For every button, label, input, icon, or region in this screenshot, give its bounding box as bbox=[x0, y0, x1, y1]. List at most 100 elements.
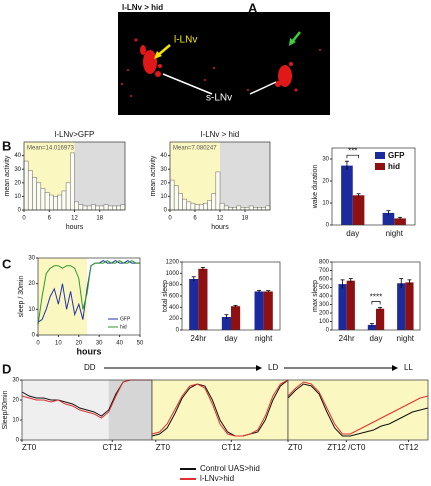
bar bbox=[169, 179, 175, 211]
significance-bracket bbox=[346, 154, 359, 159]
bar bbox=[86, 205, 92, 211]
bar bbox=[253, 207, 258, 211]
y-tick-label: 800 bbox=[169, 282, 180, 288]
micrograph: l-LNv > hid l-LNv s-LNv bbox=[118, 3, 330, 115]
x-tick-label: 40 bbox=[116, 341, 123, 347]
y-tick-label: 10 bbox=[14, 194, 21, 200]
shade bbox=[108, 380, 152, 440]
bar bbox=[221, 316, 231, 330]
shade bbox=[22, 380, 109, 440]
x-axis-label: hours bbox=[66, 224, 84, 231]
plot-frame bbox=[287, 379, 429, 441]
y-tick-label: 30 bbox=[28, 256, 35, 262]
x-tick-label: 10 bbox=[55, 341, 62, 347]
x-tick-label: 12 bbox=[71, 216, 78, 222]
bar bbox=[198, 204, 204, 211]
y-tick-label: 20 bbox=[160, 180, 167, 186]
x-tick-label: 0 bbox=[36, 341, 40, 347]
panel-label: B bbox=[2, 138, 11, 153]
x-axis-label: hours bbox=[211, 224, 229, 231]
x-tick-label: 18 bbox=[242, 216, 249, 222]
bar bbox=[376, 308, 385, 330]
bar bbox=[44, 192, 50, 211]
bar bbox=[95, 205, 100, 211]
y-tick-label: 0 bbox=[16, 438, 20, 444]
annotation: **** bbox=[370, 293, 382, 302]
y-tick-label: 0 bbox=[164, 208, 168, 214]
x-tick-label: 6 bbox=[48, 216, 52, 222]
y-tick-label: 20 bbox=[322, 179, 329, 185]
y-tick-label: 700 bbox=[319, 268, 330, 274]
bar bbox=[194, 204, 200, 211]
y-tick-label: 400 bbox=[169, 305, 180, 311]
bar bbox=[61, 190, 67, 211]
x-tick-label: CT12 bbox=[222, 443, 242, 452]
bar bbox=[341, 165, 353, 225]
y-tick-label: 40 bbox=[14, 153, 21, 159]
arrow bbox=[162, 73, 213, 95]
legend-label: hid bbox=[120, 324, 127, 330]
bar bbox=[120, 204, 126, 211]
bar bbox=[211, 193, 217, 211]
bar bbox=[228, 207, 233, 211]
line-series bbox=[151, 379, 289, 437]
plot-frame bbox=[23, 141, 126, 211]
x-tick-label: ZT12 /CT0 bbox=[327, 443, 366, 452]
x-tick-label: 50 bbox=[137, 341, 144, 347]
bar bbox=[70, 152, 75, 211]
bar bbox=[32, 177, 37, 211]
bar bbox=[190, 202, 196, 211]
y-tick-label: 30 bbox=[12, 378, 19, 384]
bar bbox=[36, 182, 42, 211]
y-tick-label: 30 bbox=[14, 167, 21, 173]
bar bbox=[198, 268, 208, 330]
x-tick-label: 0 bbox=[168, 216, 172, 222]
arrow bbox=[249, 81, 277, 95]
y-tick-label: 500 bbox=[319, 285, 330, 291]
bar bbox=[346, 280, 355, 330]
image-label: l-LNv bbox=[174, 35, 197, 46]
bar bbox=[236, 205, 242, 211]
bar bbox=[40, 187, 46, 211]
y-tick-label: 200 bbox=[319, 311, 330, 317]
x-tick-label: 6 bbox=[193, 216, 197, 222]
y-tick-label: 800 bbox=[319, 260, 330, 266]
shade bbox=[74, 142, 125, 210]
y-tick-label: 1200 bbox=[166, 260, 180, 266]
bar bbox=[23, 160, 29, 211]
bar bbox=[207, 200, 212, 211]
bar bbox=[338, 284, 347, 330]
arrow-head bbox=[154, 51, 162, 59]
bar bbox=[53, 196, 58, 211]
legend-swatch bbox=[375, 163, 385, 170]
y-tick-label: 400 bbox=[319, 294, 330, 300]
arrow-head bbox=[289, 38, 296, 46]
x-tick-label: 24hr bbox=[190, 334, 206, 343]
x-tick-label: 20 bbox=[75, 341, 82, 347]
y-tick-label: 20 bbox=[14, 180, 21, 186]
shade bbox=[220, 142, 270, 210]
bar bbox=[263, 291, 273, 330]
plot-frame bbox=[181, 261, 281, 331]
plot-frame bbox=[331, 261, 421, 331]
x-tick-label: ZT0 bbox=[156, 443, 171, 452]
y-axis-label: wake duration bbox=[312, 165, 319, 210]
x-tick-label: night bbox=[397, 334, 415, 343]
x-tick-label: ZT0 bbox=[22, 443, 37, 452]
x-tick-label: 0 bbox=[22, 216, 26, 222]
line-series bbox=[287, 383, 429, 437]
legend-label: GFP bbox=[388, 151, 405, 160]
y-axis-label: mean activity bbox=[150, 155, 157, 196]
legend-label: Control UAS>hid bbox=[200, 464, 260, 473]
d-header: LD bbox=[268, 363, 278, 372]
significance-bracket bbox=[371, 301, 381, 305]
line-series bbox=[151, 379, 289, 437]
bar bbox=[186, 201, 192, 211]
x-tick-label: 30 bbox=[96, 341, 103, 347]
panel-label: A bbox=[248, 0, 258, 15]
bar bbox=[265, 205, 271, 211]
bar bbox=[232, 207, 237, 211]
bar bbox=[65, 182, 71, 211]
x-tick-label: day bbox=[225, 334, 238, 343]
bar bbox=[78, 204, 84, 211]
